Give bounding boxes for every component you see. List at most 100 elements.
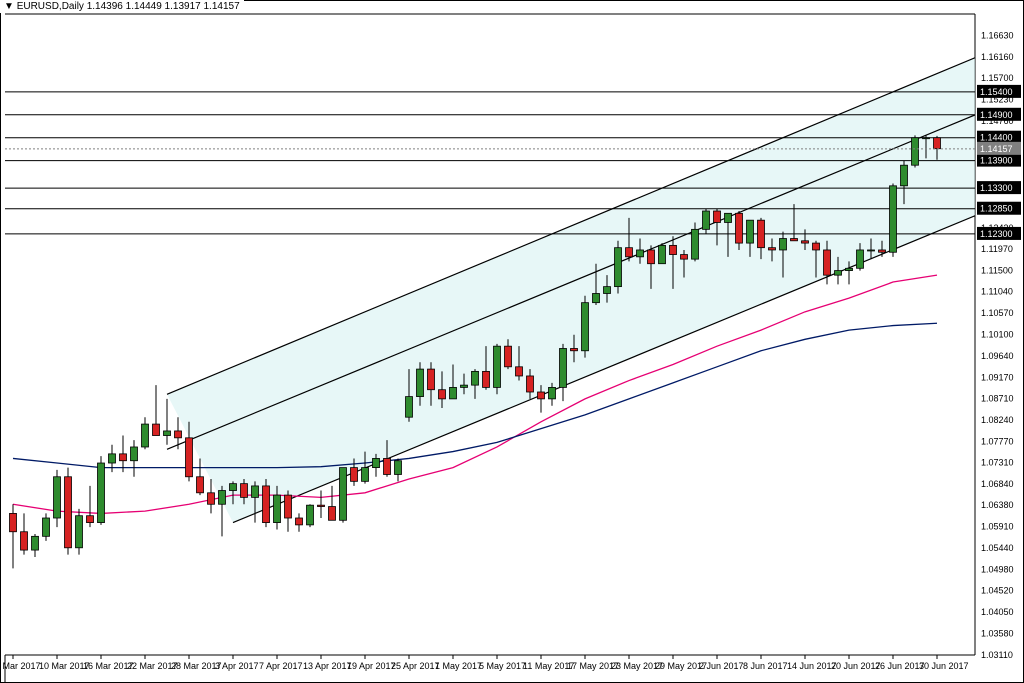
chart-svg: 1.031101.035801.040501.045201.049801.054… bbox=[0, 0, 1024, 683]
candle bbox=[153, 424, 160, 435]
candle bbox=[890, 186, 897, 252]
candle bbox=[824, 250, 831, 275]
candle bbox=[274, 495, 281, 522]
candle bbox=[582, 303, 589, 351]
y-tick-label: 1.03580 bbox=[981, 628, 1014, 638]
price-tag-text: 1.14900 bbox=[980, 110, 1013, 120]
candle bbox=[54, 477, 61, 518]
candle bbox=[857, 250, 864, 268]
y-tick-label: 1.07310 bbox=[981, 458, 1014, 468]
candle bbox=[131, 447, 138, 461]
candle bbox=[120, 454, 127, 461]
candle bbox=[934, 138, 941, 149]
chart-container[interactable]: ▼ EURUSD,Daily 1.14396 1.14449 1.13917 1… bbox=[0, 0, 1024, 683]
candle bbox=[219, 491, 226, 505]
candle bbox=[186, 438, 193, 477]
candle bbox=[912, 138, 919, 165]
candle bbox=[32, 536, 39, 550]
candle bbox=[714, 211, 721, 222]
candle bbox=[472, 371, 479, 385]
candle bbox=[241, 484, 248, 498]
y-tick-label: 1.08240 bbox=[981, 415, 1014, 425]
price-tag-text: 1.14157 bbox=[980, 144, 1013, 154]
candle bbox=[373, 458, 380, 467]
title-prefix: ▼ bbox=[4, 1, 14, 12]
candle bbox=[681, 255, 688, 260]
x-tick-label: 6 Mar 2017 bbox=[0, 661, 41, 671]
candle bbox=[637, 250, 644, 257]
candle bbox=[450, 387, 457, 398]
y-tick-label: 1.16160 bbox=[981, 52, 1014, 62]
y-tick-label: 1.08710 bbox=[981, 393, 1014, 403]
candle bbox=[648, 250, 655, 264]
candle bbox=[736, 213, 743, 243]
candle bbox=[769, 248, 776, 250]
candle bbox=[626, 248, 633, 257]
candle bbox=[252, 486, 259, 497]
candle bbox=[263, 486, 270, 523]
price-tag-text: 1.13900 bbox=[980, 156, 1013, 166]
y-tick-label: 1.16630 bbox=[981, 31, 1014, 41]
candle bbox=[604, 287, 611, 294]
candle bbox=[813, 243, 820, 250]
x-tick-label: 26 Jun 2017 bbox=[875, 661, 925, 671]
candle bbox=[747, 220, 754, 243]
price-tag-text: 1.14400 bbox=[980, 133, 1013, 143]
x-tick-label: 19 Apr 2017 bbox=[347, 661, 396, 671]
x-tick-label: 1 May 2017 bbox=[435, 661, 482, 671]
candle bbox=[670, 245, 677, 254]
candle bbox=[98, 463, 105, 523]
candle bbox=[659, 245, 666, 263]
candle bbox=[846, 268, 853, 270]
candle bbox=[164, 431, 171, 436]
y-tick-label: 1.09640 bbox=[981, 351, 1014, 361]
y-tick-label: 1.10570 bbox=[981, 308, 1014, 318]
candle bbox=[549, 387, 556, 398]
candle bbox=[175, 431, 182, 438]
candle bbox=[362, 468, 369, 482]
candle bbox=[395, 461, 402, 475]
y-tick-label: 1.04980 bbox=[981, 564, 1014, 574]
candle bbox=[494, 346, 501, 387]
x-tick-label: 14 Jun 2017 bbox=[787, 661, 837, 671]
candle bbox=[21, 532, 28, 550]
candle bbox=[296, 518, 303, 525]
price-tag-text: 1.13300 bbox=[980, 183, 1013, 193]
candle bbox=[10, 513, 17, 531]
x-tick-label: 20 Jun 2017 bbox=[831, 661, 881, 671]
candle bbox=[351, 468, 358, 482]
candle bbox=[307, 505, 314, 525]
candle bbox=[230, 484, 237, 491]
candle bbox=[901, 165, 908, 186]
candle bbox=[571, 348, 578, 350]
candle bbox=[758, 220, 765, 247]
candle bbox=[791, 239, 798, 241]
candle bbox=[725, 213, 732, 222]
candle bbox=[527, 376, 534, 392]
candle bbox=[340, 468, 347, 521]
chart-title: ▼ EURUSD,Daily 1.14396 1.14449 1.13917 1… bbox=[0, 0, 244, 13]
y-tick-label: 1.04520 bbox=[981, 585, 1014, 595]
candle bbox=[406, 397, 413, 418]
candle bbox=[780, 239, 787, 250]
candle bbox=[923, 138, 930, 139]
y-tick-label: 1.05910 bbox=[981, 522, 1014, 532]
candle bbox=[593, 293, 600, 302]
y-tick-label: 1.11040 bbox=[981, 287, 1013, 297]
candle bbox=[76, 516, 83, 548]
x-tick-label: 13 Apr 2017 bbox=[303, 661, 352, 671]
price-tag-text: 1.12850 bbox=[980, 204, 1013, 214]
y-tick-label: 1.06380 bbox=[981, 500, 1014, 510]
candle bbox=[65, 477, 72, 548]
y-tick-label: 1.10100 bbox=[981, 330, 1014, 340]
candle bbox=[109, 454, 116, 463]
x-tick-label: 3 Apr 2017 bbox=[215, 661, 259, 671]
x-tick-label: 28 Mar 2017 bbox=[171, 661, 222, 671]
x-tick-label: 5 May 2017 bbox=[479, 661, 526, 671]
price-tag-text: 1.12300 bbox=[980, 229, 1013, 239]
candle bbox=[538, 392, 545, 399]
candle bbox=[703, 211, 710, 229]
y-tick-label: 1.04050 bbox=[981, 607, 1014, 617]
candle bbox=[868, 250, 875, 251]
title-ohlc: 1.14396 1.14449 1.13917 1.14157 bbox=[87, 1, 240, 12]
